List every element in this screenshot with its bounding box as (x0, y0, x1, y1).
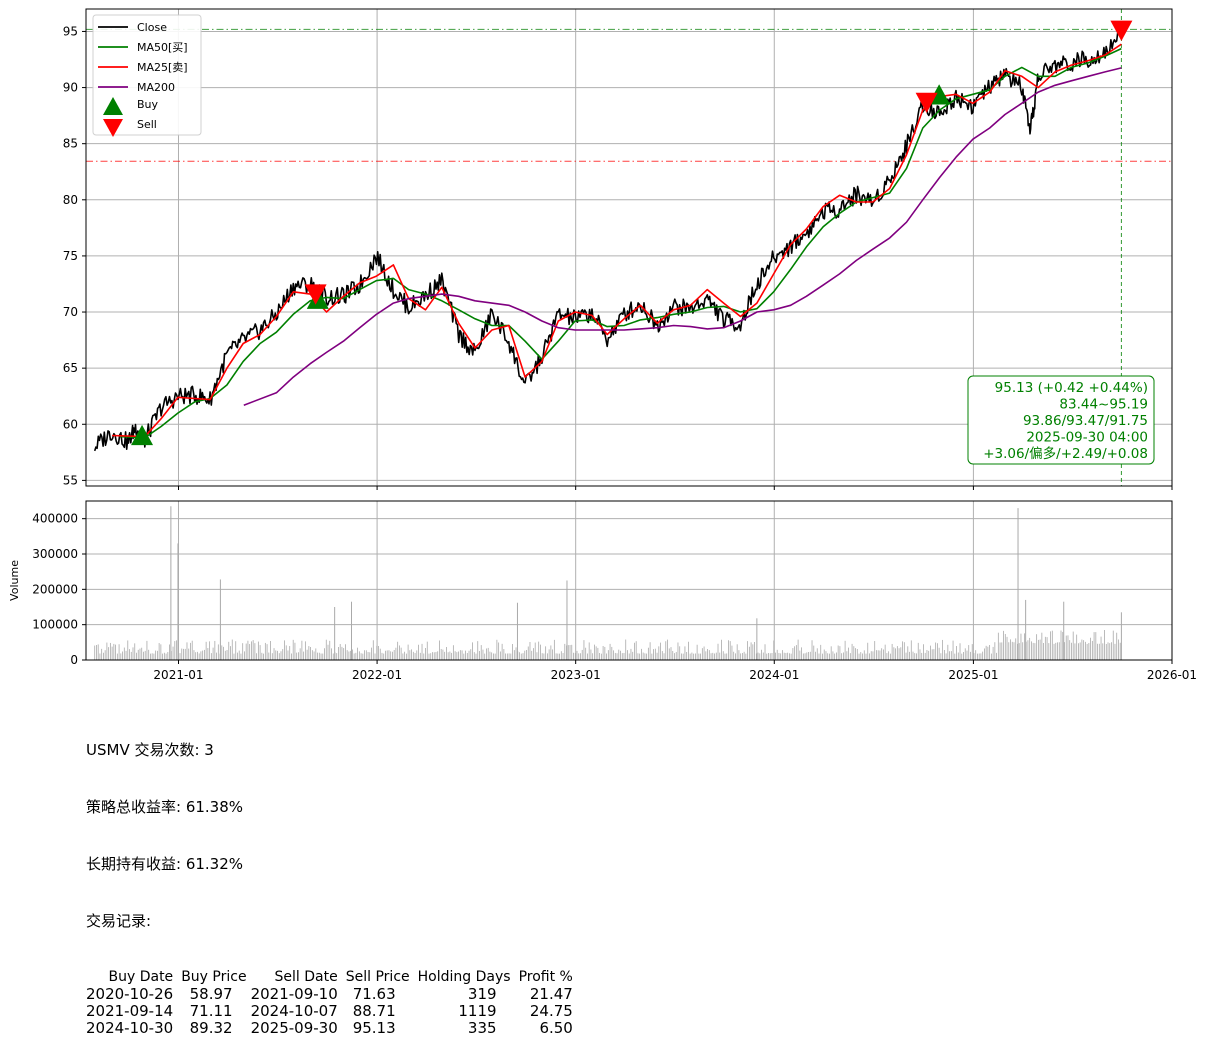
legend-label: Buy (137, 98, 159, 111)
cell-holding-days: 335 (467, 1019, 497, 1037)
x-tick-label: 2022-01 (352, 668, 402, 682)
legend-label: Close (137, 21, 167, 34)
price-y-tick-label: 90 (63, 81, 78, 95)
price-panel: 55 60 65 70 75 80 85 90 95 95.13 (+0.42 +0.44%)83… (63, 8, 1173, 490)
series-line-close (93, 23, 1122, 452)
col-buy-price: Buy Price (181, 969, 247, 985)
summary-strategy-return: 策略总收益率: 61.38% (86, 798, 244, 816)
legend-marker (103, 119, 123, 137)
x-tick-label: 2024-01 (749, 668, 799, 682)
cell-buy-price: 71.11 (189, 1002, 233, 1020)
cell-sell-date: 2024-10-07 (250, 1002, 338, 1020)
price-frame (85, 8, 1173, 487)
cell-buy-price: 58.97 (189, 985, 233, 1003)
legend-box (92, 14, 202, 136)
cell-sell-date: 2025-09-30 (250, 1019, 338, 1037)
info-box-line: 93.86/93.47/91.75 (1023, 413, 1148, 429)
price-y-tick-label: 70 (63, 305, 78, 319)
table-row: 2021-09-14 71.11 2024-10-07 88.71 1119 2… (86, 1003, 577, 1020)
cell-profit: 6.50 (539, 1019, 573, 1037)
x-tick-label: 2023-01 (551, 668, 601, 682)
sell-marker (304, 284, 327, 305)
cell-buy-date: 2020-10-26 (86, 985, 174, 1003)
buy-marker (131, 424, 154, 446)
price-y-tick-label: 65 (63, 361, 78, 375)
cell-sell-price: 88.71 (352, 1002, 396, 1020)
x-tick-label: 2021-01 (153, 668, 203, 682)
cell-holding-days: 1119 (458, 1002, 497, 1020)
cell-profit: 24.75 (529, 1002, 573, 1020)
summary-buy-hold-return: 长期持有收益: 61.32% (86, 855, 244, 873)
price-y-tick-label: 85 (63, 137, 78, 151)
col-buy-date: Buy Date (108, 969, 174, 985)
legend-label: MA25[卖] (137, 61, 188, 74)
col-sell-price: Sell Price (345, 969, 410, 985)
cell-buy-date: 2021-09-14 (86, 1002, 174, 1020)
col-profit: Profit % (518, 969, 573, 985)
cell-buy-price: 89.32 (189, 1019, 233, 1037)
price-y-tick-label: 80 (63, 193, 78, 207)
legend: Close MA50[买] MA25[卖] MA200 Buy Sell (92, 14, 202, 137)
legend-marker (103, 97, 123, 115)
col-holding-days: Holding Days (417, 969, 511, 985)
volume-plot-area (86, 501, 1172, 660)
cell-holding-days: 319 (467, 985, 497, 1003)
info-box (967, 375, 1155, 465)
info-box-line: 95.13 (+0.42 +0.44%) (995, 380, 1148, 396)
x-tick-label: 2026-01 (1147, 668, 1197, 682)
sell-marker (915, 92, 938, 114)
volume-frame (85, 500, 1173, 661)
volume-panel: 2021-01 2022-01 2023-01 2024-01 2025-01 2026-… (8, 500, 1197, 682)
volume-y-tick-label: 100000 (32, 618, 78, 632)
volume-y-tick-label: 200000 (32, 582, 78, 596)
legend-label: MA50[买] (137, 41, 188, 54)
table-row: 2020-10-26 58.97 2021-09-10 71.63 319 21… (86, 986, 577, 1003)
volume-y-tick-label: 300000 (32, 547, 78, 561)
series-line-ma25 (112, 43, 1122, 438)
volume-y-tick-label: 0 (70, 653, 78, 667)
x-tick-label: 2025-01 (948, 668, 998, 682)
chart-figure: 55 60 65 70 75 80 85 90 95 95.13 (+0.42 +0.44%)83… (8, 8, 1197, 682)
info-box-line: +3.06/偏多/+2.49/+0.08 (983, 445, 1148, 462)
info-box-line: 83.44~95.19 (1059, 397, 1148, 413)
col-sell-date: Sell Date (274, 969, 338, 985)
cell-buy-date: 2024-10-30 (86, 1019, 174, 1037)
series-line-ma200 (243, 67, 1122, 406)
summary-trade-log-title: 交易记录: (86, 912, 152, 930)
price-y-tick-label: 75 (63, 249, 78, 263)
table-row: 2024-10-30 89.32 2025-09-30 95.13 335 6.… (86, 1020, 577, 1037)
cell-profit: 21.47 (529, 985, 573, 1003)
cell-sell-date: 2021-09-10 (250, 985, 338, 1003)
trade-summary: USMV 交易次数: 3 策略总收益率: 61.38% 长期持有收益: 61.3… (86, 703, 577, 1056)
price-y-tick-label: 55 (63, 473, 78, 487)
info-box-line: 2025-09-30 04:00 (1026, 430, 1148, 446)
price-y-tick-label: 95 (63, 24, 78, 38)
price-y-tick-label: 60 (63, 417, 78, 431)
cell-sell-price: 95.13 (352, 1019, 396, 1037)
summary-trade-count: USMV 交易次数: 3 (86, 741, 214, 759)
volume-axis-label: Volume (8, 560, 21, 601)
series-line-ma50 (119, 47, 1122, 439)
legend-label: Sell (137, 118, 157, 131)
cell-sell-price: 71.63 (352, 985, 396, 1003)
legend-label: MA200 (137, 81, 175, 94)
sell-marker (1110, 20, 1133, 41)
trade-table: Buy Date Buy Price Sell Date Sell Price … (86, 969, 577, 1037)
trade-table-header: Buy Date Buy Price Sell Date Sell Price … (86, 969, 577, 986)
volume-y-tick-label: 400000 (32, 512, 78, 526)
